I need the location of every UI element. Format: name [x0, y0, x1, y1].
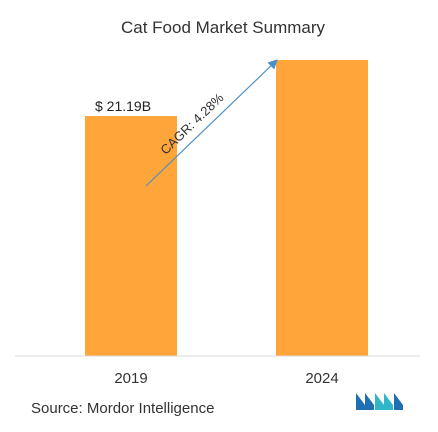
- source-text: Source: Mordor Intelligence: [31, 400, 214, 417]
- mordor-logo-icon: [356, 393, 403, 410]
- x-tick-label-2024: 2024: [305, 370, 338, 387]
- bar-2024: [276, 60, 368, 356]
- x-axis-ticks: 2019 2024: [114, 370, 338, 387]
- data-label-2019: $ 21.19B: [95, 98, 151, 114]
- bars-layer: [85, 60, 368, 356]
- cagr-arrow: [145, 59, 278, 187]
- x-tick-label-2019: 2019: [114, 370, 147, 387]
- logo-part-left: [356, 393, 374, 410]
- chart-title: Cat Food Market Summary: [121, 18, 326, 37]
- logo-part-middle: [375, 393, 393, 410]
- bar-2019: [85, 116, 177, 356]
- data-labels: $ 21.19B: [95, 98, 151, 114]
- logo-part-right: [394, 393, 403, 410]
